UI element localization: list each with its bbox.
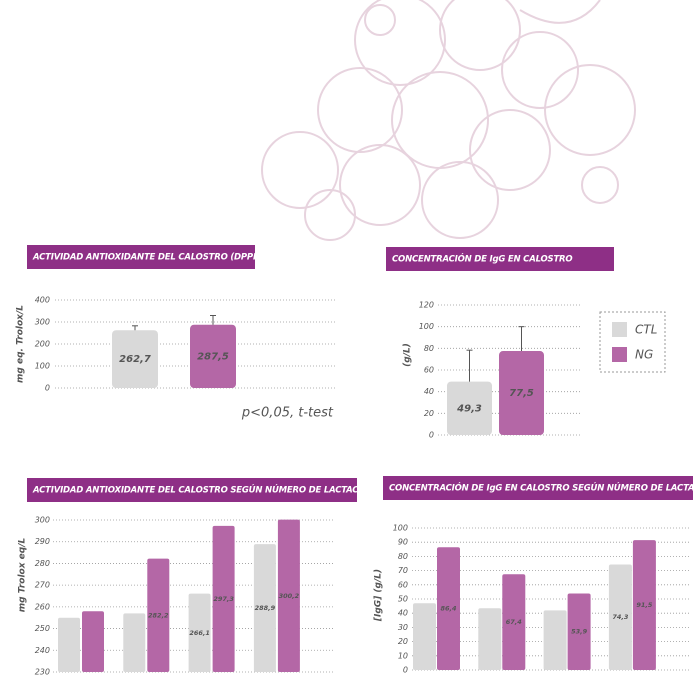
y-tick-label: 0 (403, 666, 408, 675)
y-tick-label: 70 (398, 566, 408, 575)
bar (253, 544, 276, 672)
y-tick-label: 0 (429, 431, 434, 440)
value-label: 49,3 (456, 403, 482, 414)
y-tick-label: 230 (35, 668, 50, 677)
value-label: 300,2 (279, 592, 300, 600)
value-label: 266,1 (189, 629, 210, 637)
y-tick-label: 40 (398, 609, 408, 618)
legend-swatch (612, 322, 627, 337)
y-tick-label: 300 (35, 516, 50, 525)
value-label: 67,4 (506, 618, 523, 626)
bar (212, 525, 235, 672)
y-tick-label: 40 (424, 387, 434, 396)
bar (147, 558, 170, 672)
chart-header (27, 478, 357, 502)
y-tick-label: 20 (398, 637, 408, 646)
bar (58, 617, 80, 672)
y-tick-label: 60 (424, 366, 434, 375)
y-tick-label: 250 (35, 624, 50, 633)
chart-header (386, 247, 614, 271)
bar (437, 547, 460, 670)
y-axis-label: mg eq. Trolox/L (16, 305, 26, 383)
legend-swatch (612, 347, 627, 362)
y-axis-label: (g/L) (403, 343, 413, 367)
value-label: 53,9 (571, 628, 588, 636)
bar (499, 351, 544, 435)
value-label: 74,3 (612, 613, 629, 621)
bar (478, 608, 502, 670)
y-axis-label: mg Trolox eq/L (18, 537, 28, 612)
chart-header (383, 476, 693, 500)
annotation: p<0,05, t-test (241, 406, 334, 421)
value-label: 86,4 (440, 605, 457, 613)
bar (277, 519, 300, 672)
bar (413, 603, 436, 670)
bar (502, 574, 526, 670)
y-tick-label: 240 (35, 646, 50, 655)
value-label: 262,7 (119, 354, 151, 365)
y-tick-label: 200 (35, 340, 50, 349)
bar (188, 593, 211, 672)
bar (608, 564, 632, 670)
y-tick-label: 100 (419, 322, 434, 331)
y-tick-label: 100 (35, 362, 50, 371)
chart-title: ACTIVIDAD ANTIOXIDANTE DEL CALOSTRO SEGÚ… (32, 484, 387, 496)
y-tick-label: 280 (35, 559, 50, 568)
value-label: 282,2 (148, 611, 169, 619)
y-axis-label: [IgG] (g/L) (374, 569, 384, 622)
y-tick-label: 290 (35, 537, 50, 546)
value-label: 288,9 (255, 604, 276, 612)
bar (447, 381, 492, 435)
value-label: 297,3 (213, 595, 234, 603)
y-tick-label: 260 (35, 602, 50, 611)
y-tick-label: 80 (398, 552, 408, 561)
bar (82, 611, 104, 672)
y-tick-label: 10 (398, 651, 408, 660)
y-tick-label: 400 (35, 296, 50, 305)
chart-title: CONCENTRACIÓN DE IgG EN CALOSTRO SEGÚN N… (389, 482, 700, 494)
y-tick-label: 300 (35, 318, 50, 327)
bar (112, 330, 158, 388)
bar (632, 540, 656, 670)
y-tick-label: 90 (398, 538, 408, 547)
y-tick-label: 100 (393, 524, 408, 533)
y-tick-label: 120 (419, 301, 434, 310)
chart-header (27, 245, 255, 269)
y-tick-label: 50 (398, 595, 408, 604)
legend-label: NG (635, 348, 653, 362)
bar (543, 610, 567, 670)
value-label: 77,5 (509, 388, 534, 399)
grape-illustration (261, 0, 636, 241)
y-tick-label: 270 (35, 581, 50, 590)
y-tick-label: 30 (398, 623, 408, 632)
y-tick-label: 20 (424, 409, 434, 418)
legend-box (599, 311, 666, 373)
y-tick-label: 60 (398, 580, 408, 589)
value-label: 91,5 (636, 601, 653, 609)
chart-title: CONCENTRACIÓN DE IgG EN CALOSTRO (392, 253, 572, 265)
legend-label: CTL (635, 323, 657, 337)
y-tick-label: 80 (424, 344, 434, 353)
bar (123, 613, 146, 672)
bar (190, 324, 236, 388)
y-tick-label: 0 (45, 384, 50, 393)
value-label: 287,5 (197, 351, 229, 362)
chart-title: ACTIVIDAD ANTIOXIDANTE DEL CALOSTRO (DPP… (32, 253, 264, 263)
bar (567, 593, 591, 670)
